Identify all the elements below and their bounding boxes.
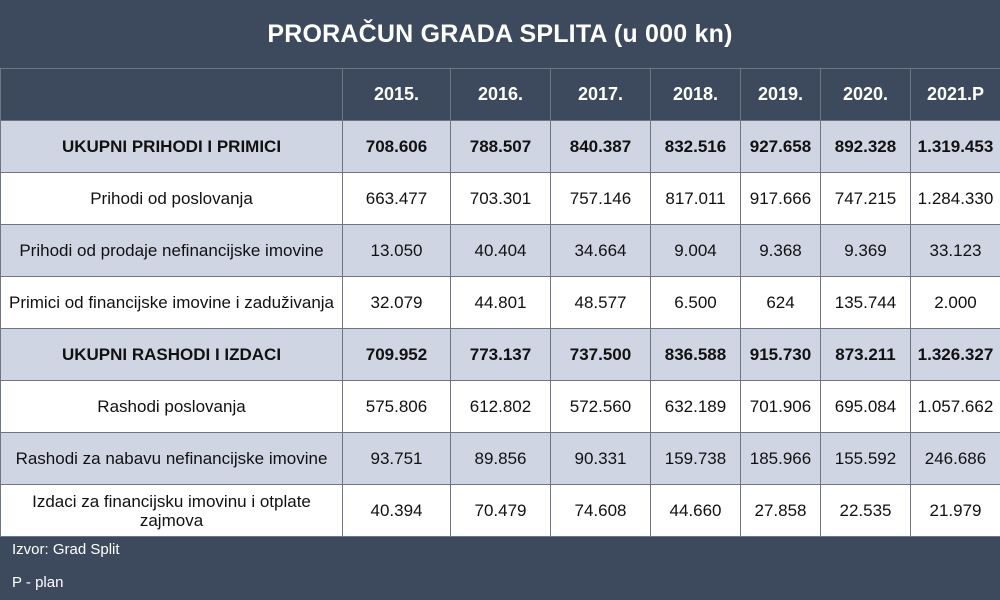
source-note: Izvor: Grad Split [12,541,120,558]
value-cell: 9.369 [820,224,911,277]
header-cell-year: 2016. [450,68,551,121]
header-cell-label [0,68,343,121]
header-cell-year: 2015. [342,68,451,121]
value-cell: 93.751 [342,432,451,485]
value-cell: 840.387 [550,120,651,173]
value-cell: 927.658 [740,120,821,173]
value-cell: 90.331 [550,432,651,485]
table-row: UKUPNI PRIHODI I PRIMICI 708.606 788.507 84… [0,120,1000,173]
value-cell: 6.500 [650,276,741,329]
table-row: Rashodi poslovanja 575.806 612.802 572.560 6… [0,380,1000,433]
header-cell-year: 2020. [820,68,911,121]
value-cell: 757.146 [550,172,651,225]
row-label: UKUPNI RASHODI I IZDACI [0,328,343,381]
value-cell: 788.507 [450,120,551,173]
value-cell: 915.730 [740,328,821,381]
value-cell: 13.050 [342,224,451,277]
table-row: Prihodi od poslovanja 663.477 703.301 757.1… [0,172,1000,225]
value-cell: 817.011 [650,172,741,225]
value-cell: 27.858 [740,484,821,537]
table-body: UKUPNI PRIHODI I PRIMICI 708.606 788.507 84… [0,120,1000,537]
row-label: Prihodi od poslovanja [0,172,343,225]
value-cell: 572.560 [550,380,651,433]
value-cell: 1.326.327 [910,328,1000,381]
value-cell: 40.404 [450,224,551,277]
row-label: Rashodi poslovanja [0,380,343,433]
value-cell: 701.906 [740,380,821,433]
table-row: Rashodi za nabavu nefinancijske imovine 9… [0,432,1000,485]
value-cell: 33.123 [910,224,1000,277]
value-cell: 663.477 [342,172,451,225]
row-label: Izdaci za financijsku imovinu i otplate … [0,484,343,537]
value-cell: 892.328 [820,120,911,173]
table-title: PRORAČUN GRADA SPLITA (u 000 kn) [0,0,1000,69]
value-cell: 159.738 [650,432,741,485]
value-cell: 32.079 [342,276,451,329]
value-cell: 832.516 [650,120,741,173]
value-cell: 703.301 [450,172,551,225]
budget-table: 2015. 2016. 2017. 2018. 2019. 2020. 2021… [0,68,1000,537]
value-cell: 612.802 [450,380,551,433]
value-cell: 1.284.330 [910,172,1000,225]
header-cell-year: 2021.P [910,68,1000,121]
value-cell: 89.856 [450,432,551,485]
value-cell: 624 [740,276,821,329]
value-cell: 246.686 [910,432,1000,485]
value-cell: 1.319.453 [910,120,1000,173]
table-row: Izdaci za financijsku imovinu i otplate … [0,484,1000,537]
table-row: Primici od financijske imovine i zaduživ… [0,276,1000,329]
value-cell: 185.966 [740,432,821,485]
value-cell: 9.004 [650,224,741,277]
value-cell: 34.664 [550,224,651,277]
value-cell: 1.057.662 [910,380,1000,433]
value-cell: 709.952 [342,328,451,381]
value-cell: 575.806 [342,380,451,433]
value-cell: 917.666 [740,172,821,225]
value-cell: 155.592 [820,432,911,485]
value-cell: 70.479 [450,484,551,537]
value-cell: 2.000 [910,276,1000,329]
row-label: Primici od financijske imovine i zaduživ… [0,276,343,329]
value-cell: 40.394 [342,484,451,537]
value-cell: 74.608 [550,484,651,537]
value-cell: 747.215 [820,172,911,225]
footer: Izvor: Grad Split P - plan [0,535,1000,600]
value-cell: 737.500 [550,328,651,381]
table-row: UKUPNI RASHODI I IZDACI 709.952 773.137 737… [0,328,1000,381]
value-cell: 48.577 [550,276,651,329]
row-label: UKUPNI PRIHODI I PRIMICI [0,120,343,173]
table-row: Prihodi od prodaje nefinancijske imovine… [0,224,1000,277]
value-cell: 44.660 [650,484,741,537]
value-cell: 44.801 [450,276,551,329]
value-cell: 695.084 [820,380,911,433]
value-cell: 22.535 [820,484,911,537]
value-cell: 773.137 [450,328,551,381]
value-cell: 873.211 [820,328,911,381]
row-label: Rashodi za nabavu nefinancijske imovine [0,432,343,485]
value-cell: 21.979 [910,484,1000,537]
header-row: 2015. 2016. 2017. 2018. 2019. 2020. 2021… [0,68,1000,121]
value-cell: 708.606 [342,120,451,173]
value-cell: 9.368 [740,224,821,277]
header-cell-year: 2019. [740,68,821,121]
value-cell: 135.744 [820,276,911,329]
row-label: Prihodi od prodaje nefinancijske imovine [0,224,343,277]
plan-note: P - plan [12,574,64,591]
header-cell-year: 2018. [650,68,741,121]
header-cell-year: 2017. [550,68,651,121]
value-cell: 632.189 [650,380,741,433]
value-cell: 836.588 [650,328,741,381]
